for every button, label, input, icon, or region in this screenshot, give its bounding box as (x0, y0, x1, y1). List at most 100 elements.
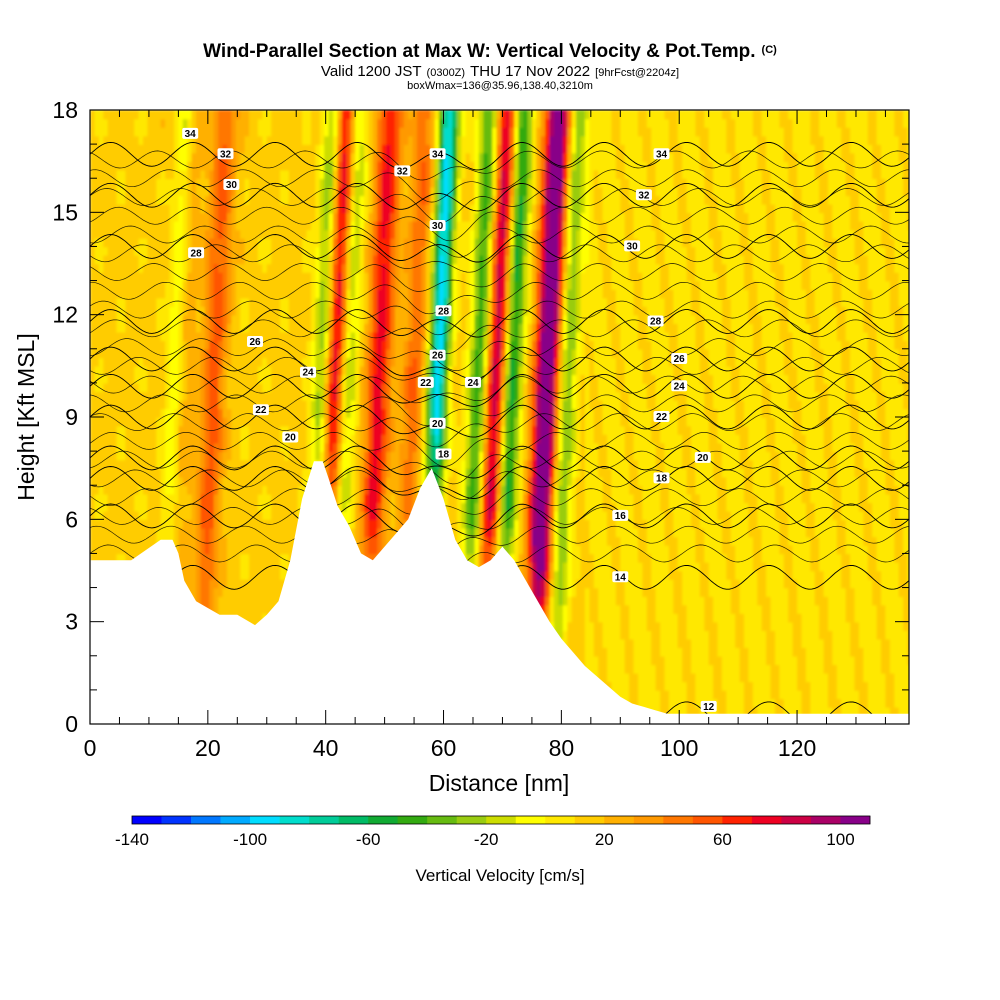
field-cell (129, 365, 135, 376)
field-cell (125, 229, 131, 239)
field-cell (204, 178, 211, 188)
field-cell (138, 331, 144, 341)
field-cell (120, 255, 127, 265)
field-cell (134, 212, 140, 222)
field-cell (112, 135, 118, 145)
field-cell (204, 280, 211, 290)
field-cell (107, 391, 113, 401)
field-cell (174, 263, 180, 273)
field-cell (191, 391, 197, 401)
field-cell (218, 502, 224, 512)
field-cell (129, 417, 135, 427)
field-cell (191, 425, 197, 435)
field-cell (156, 297, 162, 307)
field-cell (209, 220, 215, 231)
field-cell (165, 237, 171, 248)
field-cell (240, 229, 246, 239)
field-cell (107, 118, 113, 128)
field-cell (125, 468, 131, 478)
field-cell (90, 203, 96, 214)
field-cell (107, 186, 113, 197)
field-cell (134, 323, 140, 333)
field-cell (156, 374, 162, 384)
field-cell (90, 553, 96, 563)
field-cell (90, 144, 96, 154)
field-cell (169, 442, 175, 452)
field-cell (138, 152, 144, 162)
field-cell (218, 357, 224, 367)
field-cell (240, 476, 246, 486)
field-cell (182, 229, 188, 239)
field-cell (182, 527, 188, 538)
field-cell (169, 229, 175, 239)
field-cell (90, 297, 96, 307)
field-cell (90, 374, 96, 384)
field-cell (333, 263, 339, 273)
field-cell (355, 255, 361, 265)
field-cell (116, 186, 122, 197)
field-cell (213, 186, 219, 197)
field-cell (125, 544, 131, 555)
field-cell (213, 272, 219, 282)
field-cell (107, 408, 113, 418)
field-cell (151, 391, 158, 401)
field-cell (151, 519, 158, 529)
field-cell (138, 195, 144, 205)
field-cell (191, 314, 197, 324)
field-cell (218, 203, 224, 214)
field-cell (174, 161, 180, 171)
field-cell (165, 425, 171, 435)
field-cell (160, 340, 166, 350)
field-cell (134, 110, 140, 120)
field-cell (156, 289, 162, 299)
field-cell (204, 306, 211, 316)
field-cell (213, 604, 219, 614)
field-cell (107, 289, 113, 299)
field-cell (182, 365, 188, 376)
field-cell (134, 255, 140, 265)
field-cell (196, 510, 202, 521)
field-cell (112, 314, 118, 324)
field-cell (178, 468, 184, 478)
field-cell (218, 348, 224, 359)
field-cell (103, 178, 109, 188)
field-cell (165, 161, 171, 171)
field-cell (240, 527, 246, 538)
field-cell (333, 374, 339, 384)
field-cell (90, 519, 96, 529)
field-cell (169, 255, 175, 265)
field-cell (204, 485, 211, 495)
field-cell (143, 118, 149, 128)
field-cell (98, 195, 104, 205)
field-cell (355, 468, 361, 478)
field-cell (160, 229, 166, 239)
field-cell (187, 399, 193, 410)
field-cell (134, 280, 140, 290)
field-cell (120, 161, 127, 171)
field-cell (196, 323, 202, 333)
field-cell (112, 459, 118, 469)
field-cell (98, 161, 104, 171)
field-cell (116, 246, 122, 256)
field-cell (129, 178, 135, 188)
field-cell (333, 118, 339, 128)
field-cell (355, 417, 361, 427)
field-cell (182, 476, 188, 486)
field-cell (98, 272, 104, 282)
field-cell (103, 169, 109, 179)
field-cell (165, 348, 171, 359)
field-cell (125, 408, 131, 418)
field-cell (151, 442, 158, 452)
field-cell (134, 485, 140, 495)
field-cell (156, 536, 162, 546)
field-cell (147, 272, 153, 282)
field-cell (209, 169, 215, 179)
field-cell (160, 263, 166, 273)
field-cell (240, 280, 246, 290)
field-cell (147, 357, 153, 367)
field-cell (213, 451, 219, 461)
field-cell (218, 604, 224, 614)
field-cell (200, 306, 206, 316)
field-cell (129, 212, 135, 222)
field-cell (134, 314, 140, 324)
